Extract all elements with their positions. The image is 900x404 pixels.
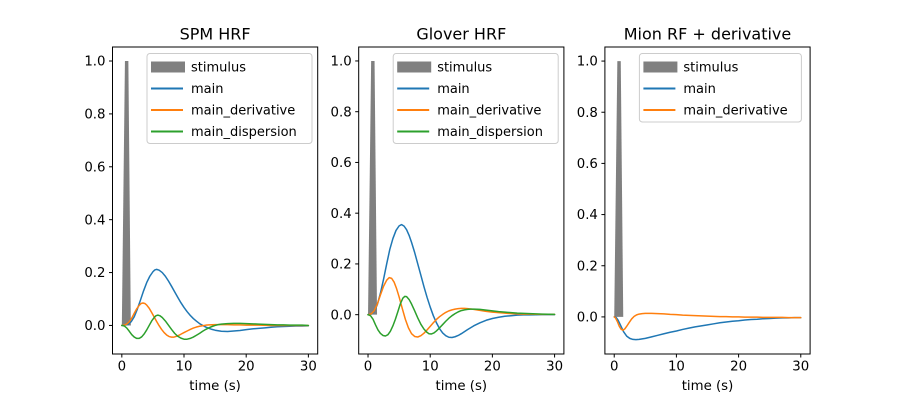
y-tick-label: 1.0 <box>331 55 352 70</box>
x-tick-label: 0 <box>610 360 618 375</box>
y-tick-label: 0.6 <box>577 157 598 172</box>
x-tick-label: 10 <box>668 360 685 375</box>
y-tick-label: 0.2 <box>331 258 352 273</box>
axes-title: Mion RF + derivative <box>624 25 792 44</box>
axes-spine <box>358 46 565 355</box>
legend-label: stimulus <box>437 61 492 76</box>
series-line-main-derivative <box>367 276 556 338</box>
x-tick-label: 10 <box>422 360 439 375</box>
y-tick-label: 0.2 <box>577 259 598 274</box>
series-line-main <box>613 316 802 341</box>
legend-label: main_derivative <box>437 104 541 119</box>
series-line-main-dispersion <box>367 295 556 337</box>
subplot-glover-hrf: 0 10 20 30 0.0 0.2 0.4 0.6 0.8 1.0 Glover HRF time … <box>331 25 565 394</box>
x-tick-label: 30 <box>792 360 809 375</box>
legend-box <box>638 53 802 123</box>
x-tick-label: 20 <box>730 360 747 375</box>
x-axis-label: time (s) <box>189 379 241 394</box>
legend-swatch-stimulus <box>397 61 432 73</box>
stimulus-area <box>614 61 624 317</box>
y-tick-label: 0.0 <box>577 311 598 326</box>
legend-label: main <box>437 82 469 97</box>
series-line-main <box>121 268 310 333</box>
x-tick-label: 10 <box>176 360 193 375</box>
axes-title: SPM HRF <box>180 25 251 44</box>
x-tick-label: 20 <box>238 360 255 375</box>
legend-label: main <box>191 82 223 97</box>
x-axis-label: time (s) <box>682 379 734 394</box>
subplot-spm-hrf: 0 10 20 30 0.0 0.2 0.4 0.6 0.8 1.0 SPM HRF time (s)… <box>84 25 319 394</box>
x-tick-label: 20 <box>484 360 501 375</box>
legend-label: main_derivative <box>191 104 295 119</box>
axes-spine <box>604 46 811 355</box>
y-tick-label: 0.2 <box>84 266 105 281</box>
legend-label: main_dispersion <box>437 125 543 140</box>
x-axis-label: time (s) <box>436 379 488 394</box>
legend-label: stimulus <box>683 61 738 76</box>
axes-spine <box>112 46 319 355</box>
subplot-mion-rf-derivative: 0 10 20 30 0.0 0.2 0.4 0.6 0.8 1.0 Mion RF + deriv… <box>577 25 811 394</box>
legend-swatch-stimulus <box>151 61 185 73</box>
y-tick-label: 0.8 <box>577 106 598 121</box>
y-tick-label: 0.4 <box>577 208 598 223</box>
y-tick-label: 0.4 <box>84 213 105 228</box>
legend-box <box>392 53 559 144</box>
legend-label: main_dispersion <box>191 125 297 140</box>
stimulus-area <box>121 61 131 326</box>
y-tick-label: 1.0 <box>84 55 105 70</box>
y-tick-label: 0.4 <box>331 207 352 222</box>
axes-title: Glover HRF <box>416 25 506 44</box>
x-tick-label: 30 <box>300 360 317 375</box>
y-tick-label: 0.6 <box>331 156 352 171</box>
series-line-main <box>367 223 556 339</box>
x-tick-label: 0 <box>118 360 126 375</box>
series-line-main-dispersion <box>121 314 310 340</box>
legend-box <box>146 53 313 144</box>
series-line-main-derivative <box>121 302 310 338</box>
x-tick-label: 0 <box>364 360 372 375</box>
legend: stimulus main main_derivative main_dispersi… <box>392 53 559 144</box>
legend-swatch-stimulus <box>643 61 678 73</box>
y-tick-label: 0.8 <box>331 105 352 120</box>
y-tick-label: 0.0 <box>331 308 352 323</box>
y-tick-label: 0.0 <box>84 319 105 334</box>
series-line-main-derivative <box>613 312 802 331</box>
legend-label: main <box>683 82 715 97</box>
y-tick-label: 0.6 <box>84 160 105 175</box>
legend: stimulus main main_derivative main_dispersi… <box>146 53 313 144</box>
y-tick-label: 0.8 <box>84 108 105 123</box>
legend-label: main_derivative <box>683 104 787 119</box>
x-tick-label: 30 <box>546 360 563 375</box>
legend-label: stimulus <box>191 61 246 76</box>
y-tick-label: 1.0 <box>577 55 598 70</box>
stimulus-area <box>368 60 378 315</box>
legend: stimulus main main_derivative <box>638 53 802 123</box>
